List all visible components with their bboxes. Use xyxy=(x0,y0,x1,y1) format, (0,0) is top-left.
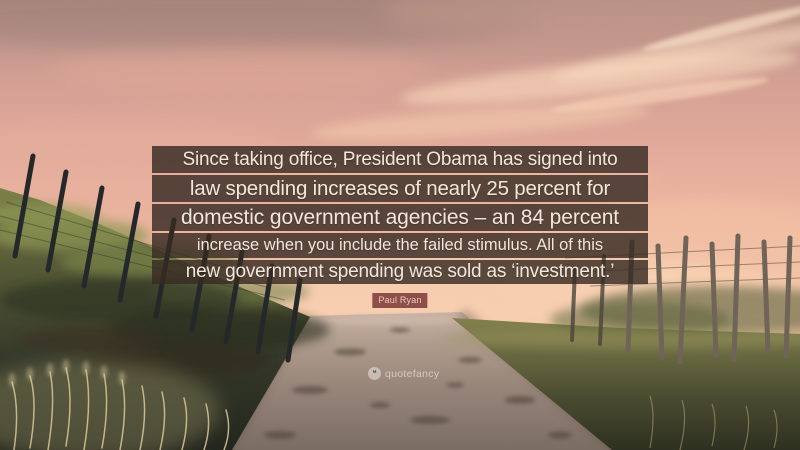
quote-line-4: increase when you include the failed sti… xyxy=(152,233,648,258)
quote-block: Since taking office, President Obama has… xyxy=(152,146,648,286)
quotefancy-watermark: ❝ quotefancy xyxy=(368,367,439,380)
quote-line-1: Since taking office, President Obama has… xyxy=(152,146,648,173)
quotefancy-logo-icon: ❝ xyxy=(368,367,381,380)
quote-line-3: domestic government agencies – an 84 per… xyxy=(152,204,648,231)
watermark-label: quotefancy xyxy=(385,367,440,380)
quote-line-2: law spending increases of nearly 25 perc… xyxy=(152,175,648,202)
quote-line-5: new government spending was sold as ‘inv… xyxy=(152,260,648,284)
author-badge: Paul Ryan xyxy=(372,293,428,308)
quotation-marks-glyph: ❝ xyxy=(372,369,377,378)
